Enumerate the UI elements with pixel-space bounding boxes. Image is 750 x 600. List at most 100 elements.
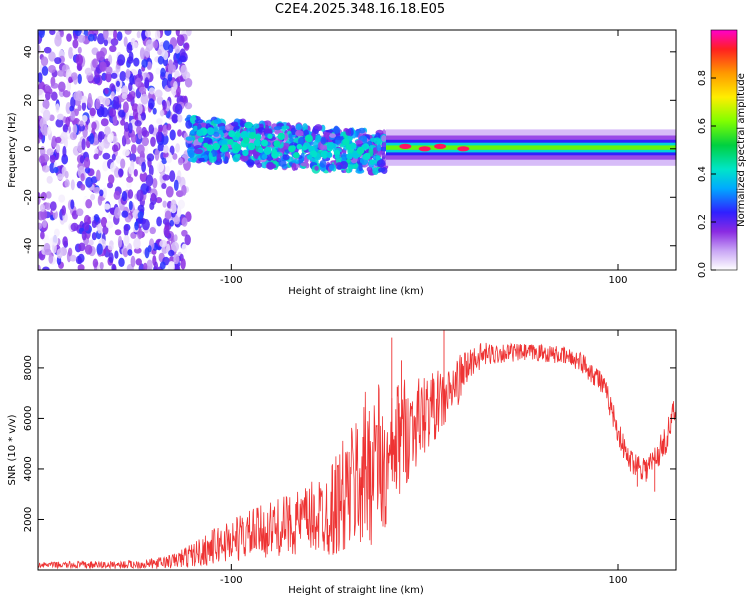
noise-blob xyxy=(98,131,105,140)
noise-blob xyxy=(137,103,143,115)
turbulent-peak xyxy=(353,152,360,159)
noise-blob xyxy=(57,69,65,77)
noise-blob xyxy=(139,171,148,183)
noise-blob xyxy=(173,215,181,225)
noise-blob xyxy=(96,33,105,45)
noise-blob xyxy=(148,164,154,177)
noise-blob xyxy=(128,165,134,175)
noise-blob xyxy=(49,201,57,211)
turbulent-peak xyxy=(271,148,278,155)
noise-blob xyxy=(156,118,163,125)
noise-blob xyxy=(107,174,115,185)
noise-blob xyxy=(89,107,96,117)
noise-blob xyxy=(179,48,186,58)
noise-blob xyxy=(148,124,155,135)
noise-blob xyxy=(48,254,54,264)
noise-blob xyxy=(57,173,64,181)
noise-blob xyxy=(77,257,83,265)
noise-blob xyxy=(109,83,116,92)
noise-blob xyxy=(169,256,175,263)
noise-blob xyxy=(141,136,150,147)
noise-blob xyxy=(64,170,69,179)
noise-blob xyxy=(117,168,124,177)
noise-blob xyxy=(77,264,85,270)
noise-blob xyxy=(124,30,132,35)
snr-spikes xyxy=(391,330,656,492)
noise-blob xyxy=(96,243,103,256)
noise-blob xyxy=(111,153,116,161)
noise-blob xyxy=(140,93,149,105)
noise-blob xyxy=(118,109,126,118)
noise-blob xyxy=(72,47,78,55)
noise-blob xyxy=(134,120,142,127)
x-tick-label: 100 xyxy=(608,275,627,286)
y-tick-label: 40 xyxy=(23,45,34,58)
noise-blob xyxy=(137,211,144,220)
noise-blob xyxy=(89,133,95,145)
noise-blob xyxy=(41,123,48,136)
noise-blob xyxy=(168,249,175,257)
noise-blob xyxy=(98,140,105,152)
noise-blob xyxy=(87,33,95,42)
turbulent-peak xyxy=(242,136,250,144)
noise-blob xyxy=(42,109,51,122)
noise-blob xyxy=(139,47,146,60)
noise-blob xyxy=(156,216,162,227)
noise-blob xyxy=(61,205,67,216)
noise-blob xyxy=(144,47,151,58)
turbulent-blob xyxy=(224,124,234,132)
turbulent-blob xyxy=(278,159,287,167)
turbulent-blob xyxy=(240,154,249,162)
noise-blob xyxy=(162,174,170,181)
noise-blob xyxy=(92,58,98,69)
turbulent-peak xyxy=(326,142,335,150)
noise-blob xyxy=(175,30,180,37)
noise-blob xyxy=(132,41,139,49)
noise-blob xyxy=(113,30,118,40)
noise-blob xyxy=(156,161,165,173)
noise-blob xyxy=(130,144,137,154)
turbulent-blob xyxy=(283,133,289,141)
noise-blob xyxy=(88,239,94,246)
noise-blob xyxy=(141,161,147,173)
noise-blob xyxy=(173,264,181,270)
noise-blob xyxy=(83,157,91,169)
noise-blob xyxy=(127,249,133,256)
noise-blob xyxy=(133,237,141,250)
noise-blob xyxy=(50,82,59,89)
noise-blob xyxy=(126,56,134,64)
noise-blob xyxy=(169,219,175,227)
turbulent-blob xyxy=(208,152,213,161)
noise-blob xyxy=(122,149,130,157)
turbulent-peak xyxy=(196,129,204,137)
noise-blob xyxy=(155,197,163,204)
noise-blob xyxy=(129,73,135,86)
noise-blob xyxy=(154,30,161,41)
turbulent-peak xyxy=(267,133,273,139)
noise-blob xyxy=(154,148,160,161)
turbulent-blob xyxy=(192,125,199,132)
noise-blob xyxy=(137,144,145,155)
noise-blob xyxy=(162,100,167,110)
noise-blob xyxy=(128,200,133,211)
noise-blob xyxy=(162,50,169,61)
turbulent-peak xyxy=(233,143,242,152)
y-tick-label: -40 xyxy=(23,238,34,254)
noise-blob xyxy=(156,96,164,105)
turbulent-blob xyxy=(216,153,222,162)
turbulent-blob xyxy=(341,153,348,160)
noise-blob xyxy=(97,194,103,206)
noise-blob xyxy=(48,64,56,74)
noise-blob xyxy=(68,76,73,84)
noise-blob xyxy=(120,158,126,169)
noise-blob xyxy=(95,98,101,110)
noise-blob xyxy=(115,80,121,87)
turbulent-peak xyxy=(206,127,215,136)
noise-blob xyxy=(62,124,68,133)
noise-blob xyxy=(42,219,47,229)
noise-blob xyxy=(109,207,115,214)
noise-blob xyxy=(49,30,56,36)
noise-blob xyxy=(65,102,72,114)
noise-blob xyxy=(68,46,74,59)
noise-blob xyxy=(157,55,164,65)
